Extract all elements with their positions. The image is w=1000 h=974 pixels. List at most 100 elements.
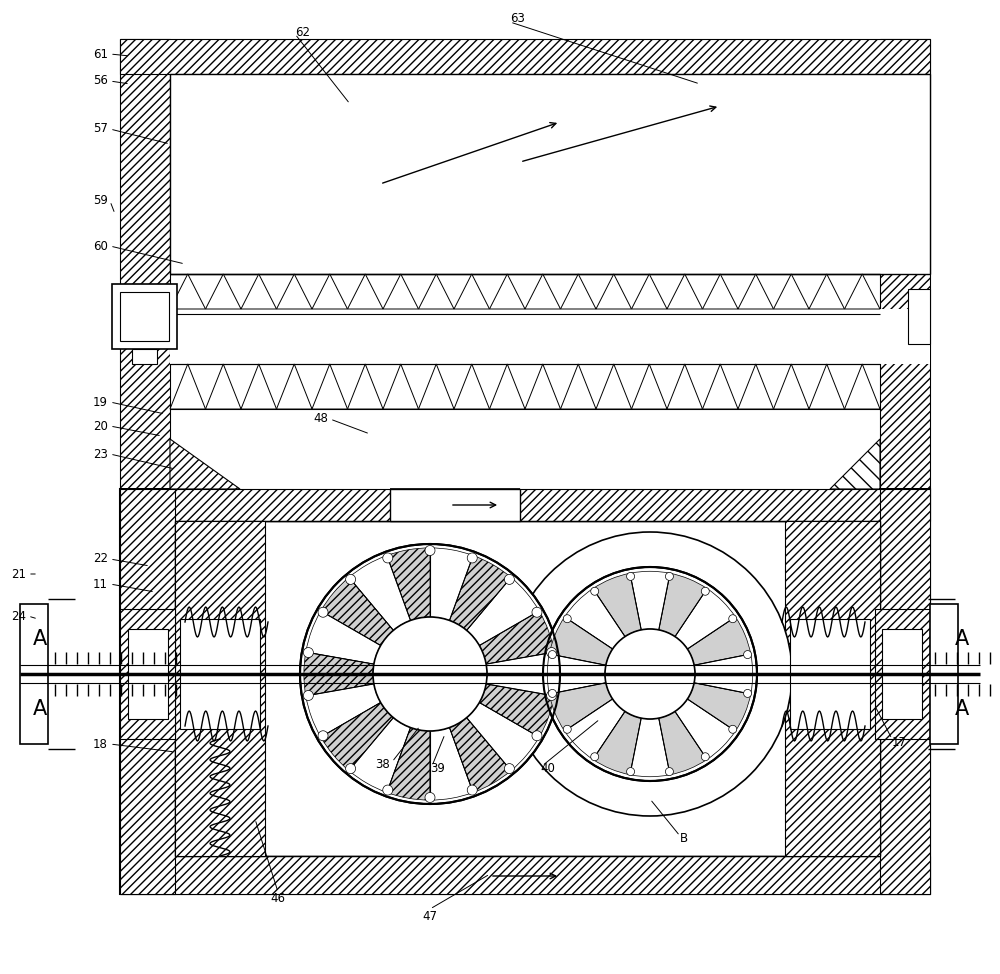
- Text: A: A: [955, 629, 969, 649]
- Text: 59: 59: [93, 195, 108, 207]
- Circle shape: [303, 691, 313, 700]
- Wedge shape: [321, 702, 393, 770]
- Wedge shape: [306, 611, 381, 664]
- Polygon shape: [454, 364, 490, 409]
- Text: A: A: [955, 699, 969, 719]
- Circle shape: [318, 730, 328, 741]
- Polygon shape: [525, 364, 560, 409]
- Text: 11: 11: [93, 578, 108, 590]
- Circle shape: [373, 617, 487, 731]
- Polygon shape: [383, 364, 418, 409]
- Polygon shape: [774, 274, 809, 309]
- Wedge shape: [549, 617, 613, 665]
- Wedge shape: [349, 718, 411, 793]
- Circle shape: [532, 607, 542, 618]
- Text: A: A: [33, 629, 47, 649]
- Circle shape: [425, 545, 435, 555]
- Text: 23: 23: [93, 447, 108, 461]
- Polygon shape: [206, 364, 241, 409]
- Bar: [390, 489, 520, 521]
- Bar: [128, 629, 168, 719]
- Wedge shape: [675, 699, 735, 760]
- Text: 46: 46: [270, 892, 286, 906]
- Polygon shape: [170, 364, 206, 409]
- Polygon shape: [632, 274, 667, 309]
- Polygon shape: [738, 274, 774, 309]
- Polygon shape: [276, 274, 312, 309]
- Circle shape: [425, 793, 435, 803]
- Circle shape: [729, 726, 737, 733]
- Polygon shape: [738, 364, 774, 409]
- Polygon shape: [844, 274, 880, 309]
- Bar: [930, 604, 958, 744]
- Text: 19: 19: [93, 395, 108, 408]
- Text: 57: 57: [93, 123, 108, 135]
- Wedge shape: [430, 548, 473, 620]
- Text: 39: 39: [430, 763, 445, 775]
- Circle shape: [547, 648, 557, 657]
- Polygon shape: [312, 364, 348, 409]
- Polygon shape: [596, 364, 632, 409]
- Wedge shape: [321, 578, 393, 646]
- Wedge shape: [630, 718, 670, 776]
- Circle shape: [548, 651, 556, 658]
- Bar: [132, 349, 157, 364]
- Polygon shape: [809, 364, 844, 409]
- Polygon shape: [830, 439, 930, 489]
- Bar: [120, 609, 175, 739]
- Wedge shape: [449, 555, 511, 630]
- Circle shape: [701, 587, 709, 595]
- Polygon shape: [809, 274, 844, 309]
- Circle shape: [627, 768, 635, 775]
- Polygon shape: [490, 274, 525, 309]
- Text: 56: 56: [93, 74, 108, 88]
- Circle shape: [665, 768, 673, 775]
- Bar: [875, 609, 930, 739]
- Circle shape: [627, 573, 635, 581]
- Bar: [785, 521, 880, 856]
- Polygon shape: [120, 439, 240, 489]
- Wedge shape: [593, 574, 641, 637]
- Polygon shape: [774, 364, 809, 409]
- Polygon shape: [702, 364, 738, 409]
- Text: 17: 17: [892, 735, 907, 748]
- Polygon shape: [276, 364, 312, 409]
- Wedge shape: [547, 654, 606, 694]
- Text: 47: 47: [422, 910, 438, 922]
- Polygon shape: [667, 274, 702, 309]
- Polygon shape: [418, 274, 454, 309]
- Bar: [908, 289, 930, 344]
- Circle shape: [504, 764, 514, 773]
- Circle shape: [383, 553, 393, 563]
- Polygon shape: [560, 364, 596, 409]
- Text: 22: 22: [93, 552, 108, 566]
- Bar: [20, 604, 48, 744]
- Bar: [112, 284, 177, 349]
- Bar: [120, 39, 930, 74]
- Bar: [120, 489, 930, 521]
- Wedge shape: [387, 548, 430, 620]
- Polygon shape: [383, 274, 418, 309]
- Circle shape: [318, 607, 328, 618]
- Circle shape: [346, 764, 356, 773]
- Circle shape: [508, 532, 792, 816]
- Bar: [180, 619, 260, 729]
- Text: 18: 18: [93, 737, 108, 751]
- Wedge shape: [467, 702, 539, 770]
- Polygon shape: [241, 274, 276, 309]
- Text: 24: 24: [11, 610, 26, 622]
- Wedge shape: [479, 684, 554, 737]
- Circle shape: [701, 753, 709, 761]
- Polygon shape: [418, 364, 454, 409]
- Circle shape: [467, 553, 477, 563]
- Text: 38: 38: [375, 758, 390, 770]
- Bar: [120, 292, 169, 341]
- Text: 60: 60: [93, 240, 108, 252]
- Circle shape: [729, 615, 737, 622]
- Text: A: A: [33, 699, 47, 719]
- Polygon shape: [844, 364, 880, 409]
- Wedge shape: [675, 588, 735, 649]
- Circle shape: [532, 730, 542, 741]
- Circle shape: [548, 690, 556, 697]
- Circle shape: [591, 587, 599, 595]
